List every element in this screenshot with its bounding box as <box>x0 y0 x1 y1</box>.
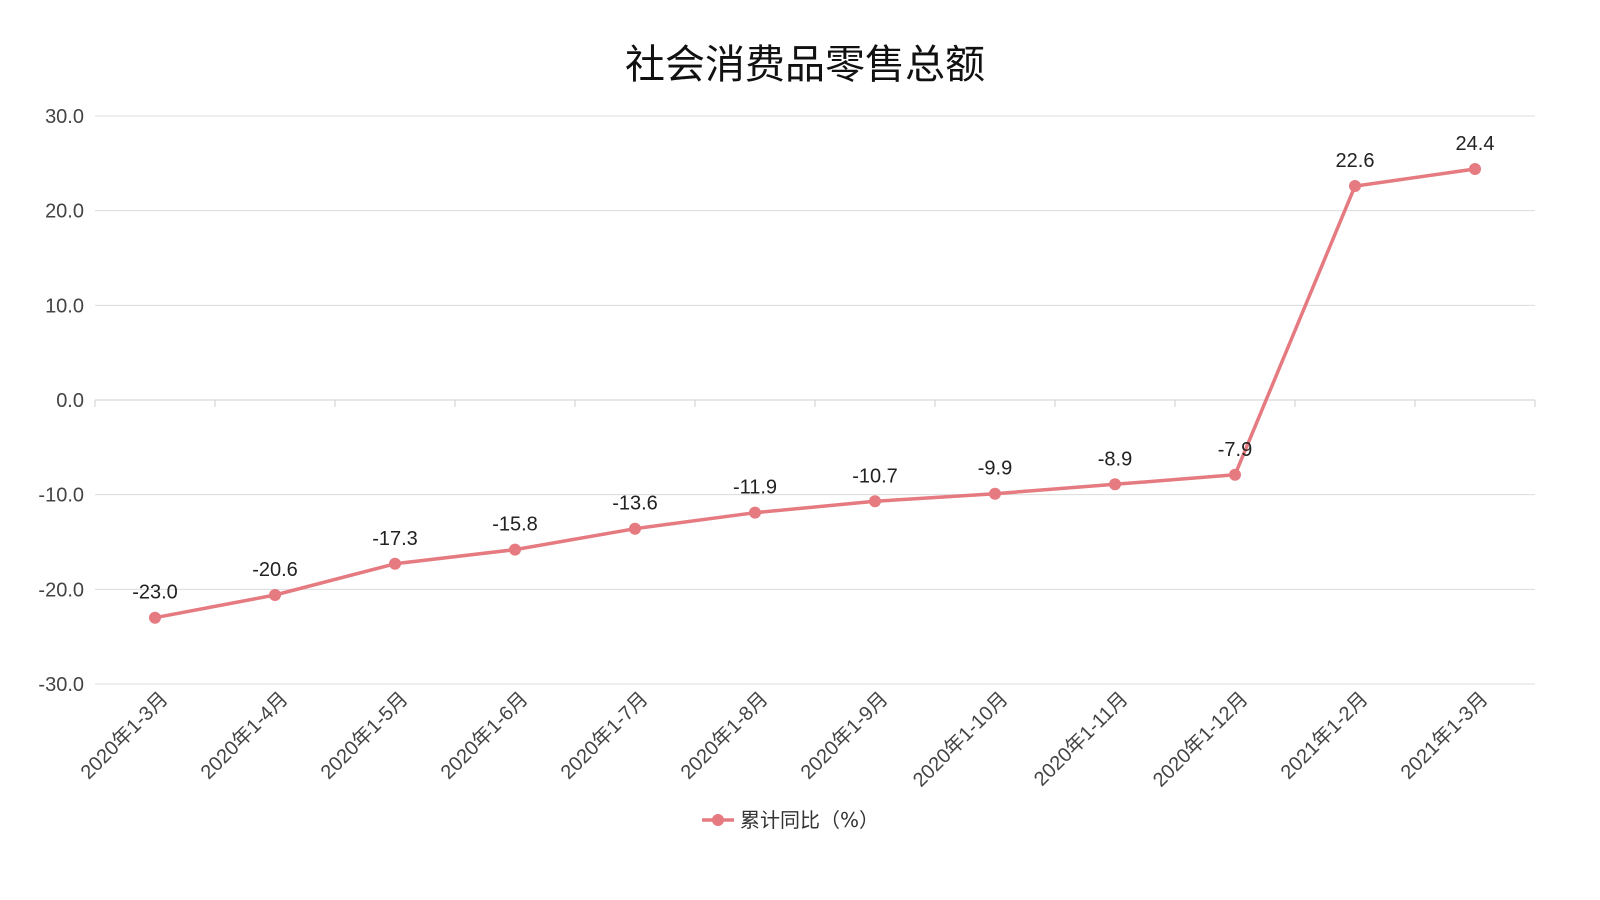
x-tick-label: 2021年1-2月 <box>1276 687 1372 783</box>
y-tick-label: 10.0 <box>45 295 84 317</box>
series-line: -23.0 -20.6 -17.3 -15.8 -13.6 -11.9 -10.7 -9.9 -… <box>132 133 1494 624</box>
x-tick-label: 2020年1-7月 <box>556 687 652 783</box>
x-tick-label: 2020年1-3月 <box>76 687 172 783</box>
data-point[interactable] <box>1109 478 1121 491</box>
y-tick-label: 30.0 <box>45 106 84 128</box>
y-tick-label: -30.0 <box>38 674 84 696</box>
data-label: -10.7 <box>852 465 898 487</box>
y-tick-label: -20.0 <box>38 579 84 601</box>
legend-marker <box>712 814 724 826</box>
data-label: -9.9 <box>978 458 1012 480</box>
x-tick-label: 2020年1-5月 <box>316 687 412 783</box>
data-point[interactable] <box>149 611 161 624</box>
data-point[interactable] <box>749 506 761 519</box>
series-polyline <box>153 167 1477 620</box>
data-label: -11.9 <box>733 477 777 499</box>
data-label: -23.0 <box>132 582 178 604</box>
data-point[interactable] <box>989 487 1001 500</box>
x-tick-label: 2021年1-3月 <box>1396 687 1492 783</box>
x-tick-label: 2020年1-9月 <box>796 687 892 783</box>
y-tick-label: -10.0 <box>38 485 84 507</box>
data-point[interactable] <box>509 543 521 556</box>
data-label: -20.6 <box>252 559 298 581</box>
y-tick-label: 0.0 <box>56 390 84 412</box>
data-label: -7.9 <box>1218 439 1252 461</box>
data-label: -15.8 <box>492 514 538 536</box>
legend[interactable]: 累计同比（%） <box>702 808 879 832</box>
x-tick-label: 2020年1-8月 <box>676 687 772 783</box>
data-label: 24.4 <box>1456 133 1495 155</box>
data-label: 22.6 <box>1336 150 1375 172</box>
y-axis: 30.0 20.0 10.0 0.0 -10.0 -20.0 -30.0 <box>38 106 84 696</box>
data-label: -8.9 <box>1098 448 1132 470</box>
data-point[interactable] <box>1349 180 1361 193</box>
data-point[interactable] <box>1469 163 1481 176</box>
x-tick-label: 2020年1-6月 <box>436 687 532 783</box>
legend-label: 累计同比（%） <box>740 808 879 832</box>
data-point[interactable] <box>389 557 401 570</box>
x-tick-label: 2020年1-12月 <box>1148 687 1252 791</box>
data-label: -13.6 <box>612 493 658 515</box>
x-tick-label: 2020年1-4月 <box>196 687 292 783</box>
data-point[interactable] <box>269 589 281 602</box>
data-point[interactable] <box>1229 468 1241 481</box>
data-point[interactable] <box>629 522 641 535</box>
data-point[interactable] <box>869 495 881 508</box>
x-axis: 2020年1-3月 2020年1-4月 2020年1-5月 2020年1-6月 2020… <box>76 399 1536 792</box>
x-tick-label: 2020年1-10月 <box>908 687 1012 791</box>
chart-title: 社会消费品零售总额 <box>625 42 985 88</box>
x-tick-label: 2020年1-11月 <box>1029 687 1132 790</box>
y-tick-label: 20.0 <box>45 201 84 223</box>
data-label: -17.3 <box>372 528 418 550</box>
